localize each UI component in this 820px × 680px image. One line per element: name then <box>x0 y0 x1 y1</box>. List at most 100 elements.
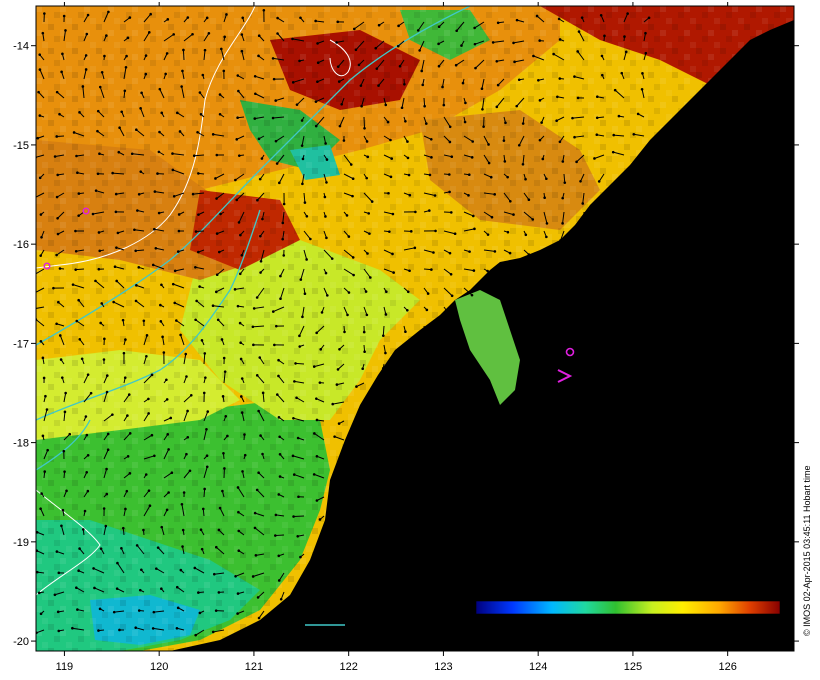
velocity-arrow-head <box>235 138 239 141</box>
altimetry-line-5: 0.5m/s (1kt 24h) <box>662 301 734 312</box>
velocity-arrow-head <box>77 298 80 302</box>
velocity-arrow-head <box>222 356 226 360</box>
velocity-arrow-head <box>200 339 204 342</box>
velocity-arrow <box>182 49 185 61</box>
velocity-arrow-head <box>56 173 60 177</box>
velocity-arrow-head <box>600 73 604 77</box>
velocity-arrow-head <box>481 107 484 111</box>
velocity-arrow-head <box>314 19 317 23</box>
velocity-arrow <box>294 474 305 479</box>
velocity-arrow-head <box>223 467 226 470</box>
velocity-arrow <box>143 335 148 346</box>
velocity-arrow-head <box>253 511 257 515</box>
velocity-arrow-head <box>124 507 127 511</box>
velocity-arrow-head <box>126 36 130 40</box>
velocity-arrow-head <box>253 75 257 78</box>
velocity-arrow <box>83 374 89 384</box>
velocity-arrow <box>76 320 85 327</box>
velocity-arrow-head <box>301 157 305 161</box>
velocity-arrow <box>382 325 385 336</box>
velocity-arrow-head <box>326 294 329 297</box>
velocity-arrow <box>296 97 305 106</box>
velocity-arrow-head <box>182 491 186 494</box>
velocity-arrow-head <box>448 173 451 176</box>
velocity-arrow-head <box>201 507 205 511</box>
velocity-arrow <box>323 287 328 296</box>
depth-contour-200m <box>36 6 471 346</box>
lat-tick-label: -16 <box>13 239 29 251</box>
velocity-arrow-head <box>94 189 98 192</box>
velocity-arrow-head <box>41 356 45 360</box>
velocity-arrow-head <box>259 271 262 274</box>
velocity-arrow <box>143 434 153 441</box>
velocity-arrow-head <box>211 133 215 136</box>
velocity-arrow-head <box>216 318 220 322</box>
velocity-arrow-head <box>177 229 181 233</box>
velocity-arrow-head <box>448 190 451 194</box>
velocity-arrow-head <box>352 273 355 277</box>
velocity-arrow <box>213 629 225 633</box>
velocity-arrow-head <box>161 335 164 339</box>
velocity-arrow-head <box>581 202 585 205</box>
velocity-arrow-head <box>211 304 215 308</box>
velocity-arrow-head <box>94 279 97 283</box>
velocity-arrow <box>183 33 193 42</box>
velocity-arrow-head <box>300 119 304 122</box>
velocity-arrow-head <box>62 14 66 18</box>
velocity-arrow-head <box>275 393 279 396</box>
velocity-arrow-head <box>377 23 381 27</box>
velocity-arrow <box>282 230 285 240</box>
velocity-arrow-head <box>361 367 364 370</box>
velocity-arrow-head <box>137 192 141 196</box>
velocity-arrow-head <box>236 74 240 77</box>
velocity-arrow <box>43 409 48 422</box>
velocity-arrow-head <box>369 276 372 279</box>
lat-tick-label: -20 <box>13 636 29 648</box>
velocity-arrow-head <box>98 249 102 253</box>
velocity-arrow-head <box>206 410 210 413</box>
velocity-arrow-head <box>316 42 319 45</box>
velocity-arrow-head <box>191 32 194 36</box>
velocity-arrow-head <box>68 432 72 436</box>
velocity-arrow <box>314 473 325 479</box>
velocity-arrow-head <box>296 436 300 440</box>
velocity-arrow-head <box>237 221 241 224</box>
velocity-arrow-head <box>538 39 542 42</box>
velocity-arrow-head <box>385 290 388 294</box>
velocity-arrow-head <box>487 161 491 165</box>
velocity-arrow-head <box>99 547 103 550</box>
velocity-arrow-head <box>57 629 61 633</box>
velocity-arrow <box>355 40 365 51</box>
velocity-arrow-head <box>318 518 322 521</box>
velocity-arrow <box>116 192 125 195</box>
velocity-arrow-head <box>226 434 229 438</box>
velocity-arrow-head <box>573 135 576 139</box>
lat-tick-label: -14 <box>13 41 29 53</box>
velocity-arrow <box>456 21 465 32</box>
velocity-arrow <box>443 154 452 158</box>
velocity-arrow-head <box>144 473 148 476</box>
velocity-arrow-head <box>178 130 182 133</box>
velocity-arrow-head <box>474 66 477 70</box>
velocity-arrow-head <box>118 126 121 130</box>
velocity-arrow-head <box>100 70 104 74</box>
velocity-arrow-head <box>254 92 257 96</box>
velocity-arrow-head <box>150 373 154 377</box>
velocity-arrow-head <box>391 252 394 256</box>
velocity-arrow-head <box>408 269 411 273</box>
velocity-arrow-head <box>623 35 626 38</box>
velocity-arrow-head <box>389 175 393 179</box>
velocity-arrow-head <box>271 116 275 120</box>
lon-tick-label: 123 <box>434 661 452 673</box>
velocity-arrow <box>474 21 485 29</box>
velocity-arrow-head <box>471 140 474 143</box>
king-sound <box>455 290 520 405</box>
velocity-arrow <box>443 268 452 275</box>
velocity-arrow <box>363 306 368 316</box>
velocity-arrow-head <box>351 177 355 181</box>
velocity-arrow <box>383 268 394 274</box>
velocity-arrow <box>423 135 432 140</box>
velocity-arrow-head <box>128 16 132 19</box>
velocity-arrow <box>598 173 605 182</box>
lat-tick-label: -18 <box>13 438 29 450</box>
